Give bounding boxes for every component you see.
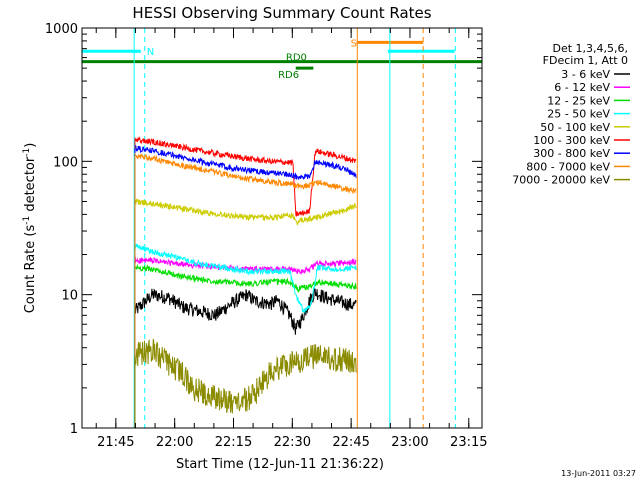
legend-label-7: 800 - 7000 keV <box>526 160 610 173</box>
legend-label-3: 25 - 50 keV <box>547 108 610 121</box>
series-line-8 <box>134 338 357 414</box>
y-tick-label-1: 10 <box>61 289 78 304</box>
flag-rd6-label: RD6 <box>278 70 299 81</box>
y-axis-label-unit: detector <box>23 156 38 216</box>
x-axis-ticks: 21:45 22:00 22:15 22:30 22:45 23:00 23:15 <box>95 28 488 450</box>
y-axis-ticks: 1 10 100 1000 <box>45 22 482 437</box>
x-tick-label-0: 21:45 <box>97 435 134 450</box>
y-axis-label-exp1: -1 <box>22 216 32 225</box>
flag-bars: N S RD0 RD6 <box>82 38 482 81</box>
x-axis-label: Start Time (12-Jun-11 21:36:22) <box>176 457 384 472</box>
series-line-0 <box>134 288 357 335</box>
legend-label-8: 7000 - 20000 keV <box>512 174 610 187</box>
y-tick-label-0: 1 <box>70 422 78 437</box>
flag-s-label: S <box>351 38 357 49</box>
footer-date: 13-Jun-2011 03:27 <box>561 469 636 478</box>
legend-header-line1: Det 1,3,4,5,6, <box>552 42 628 55</box>
series-line-7 <box>134 152 357 195</box>
x-tick-label-2: 22:15 <box>215 435 252 450</box>
x-tick-label-6: 23:15 <box>450 435 487 450</box>
plot-frame <box>81 27 483 429</box>
legend-label-4: 50 - 100 keV <box>540 121 610 134</box>
series-line-2 <box>134 263 357 293</box>
y-axis-label-close: ) <box>23 143 38 148</box>
legend-label-6: 300 - 800 keV <box>533 147 610 160</box>
x-tick-label-1: 22:00 <box>156 435 193 450</box>
flag-rd0-label: RD0 <box>286 53 307 64</box>
legend: Det 1,3,4,5,6, FDecim 1, Att 0 3 - 6 keV… <box>512 42 630 187</box>
legend-label-5: 100 - 300 keV <box>533 134 610 147</box>
legend-label-0: 3 - 6 keV <box>561 68 610 81</box>
legend-label-1: 6 - 12 keV <box>554 81 610 94</box>
y-tick-label-2: 100 <box>53 155 78 170</box>
series-line-4 <box>134 198 357 226</box>
legend-label-2: 12 - 25 keV <box>547 94 610 107</box>
x-tick-label-3: 22:30 <box>274 435 311 450</box>
y-axis-label-main: Count Rate (s <box>23 225 38 314</box>
series-line-6 <box>134 145 357 180</box>
chart-title: HESSI Observing Summary Count Rates <box>132 4 431 22</box>
y-axis-label-exp2: -1 <box>22 148 32 157</box>
series-line-5 <box>134 136 357 217</box>
series-line-1 <box>134 256 357 275</box>
x-tick-label-4: 22:45 <box>332 435 369 450</box>
y-axis-label: Count Rate (s-1 detector-1) <box>22 143 38 314</box>
flag-n-label: N <box>147 47 154 58</box>
x-tick-label-5: 23:00 <box>391 435 428 450</box>
series-line-3 <box>134 243 357 314</box>
legend-header-line2: FDecim 1, Att 0 <box>543 54 628 67</box>
y-tick-label-3: 1000 <box>45 22 78 37</box>
series-lines <box>134 136 357 428</box>
time-markers <box>133 28 456 428</box>
